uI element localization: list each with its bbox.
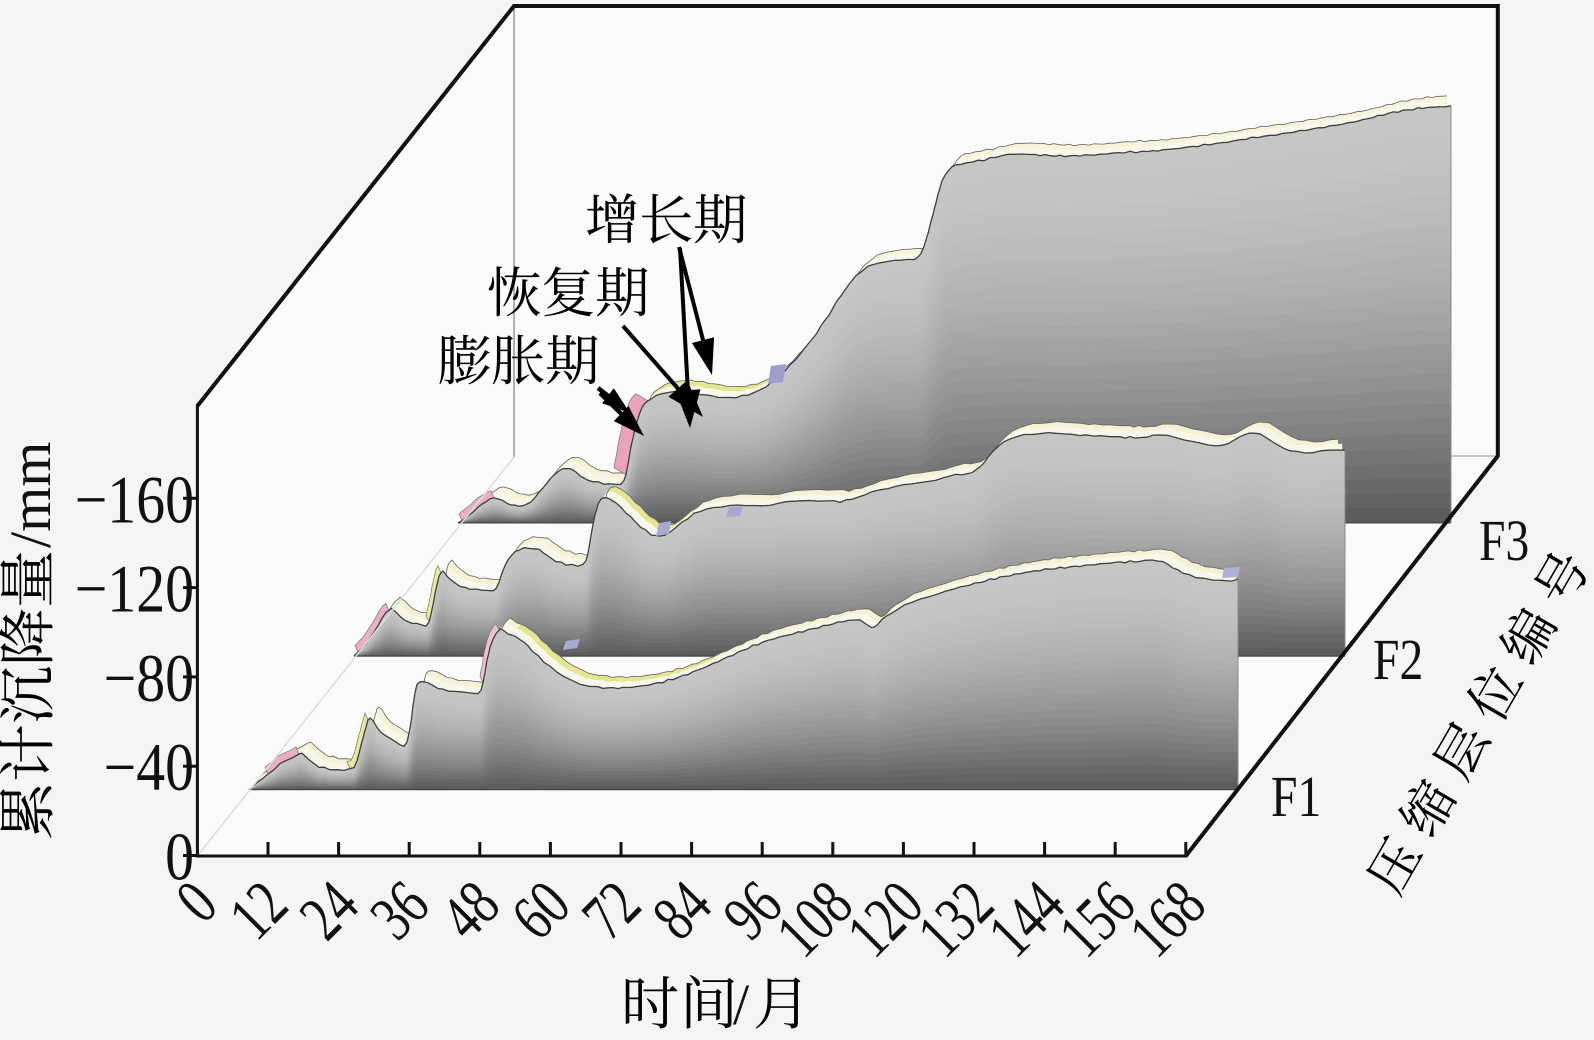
svg-text:/: / [733, 972, 750, 1037]
svg-text:F1: F1 [1271, 766, 1321, 829]
svg-text:0: 0 [165, 819, 194, 894]
svg-text:−40: −40 [104, 730, 194, 805]
svg-text:F3: F3 [1479, 510, 1529, 573]
svg-text:/mm: /mm [0, 442, 63, 548]
svg-text:−160: −160 [75, 462, 194, 537]
svg-text:−80: −80 [104, 641, 194, 716]
svg-text:−120: −120 [75, 551, 194, 626]
svg-text:F2: F2 [1373, 629, 1423, 692]
